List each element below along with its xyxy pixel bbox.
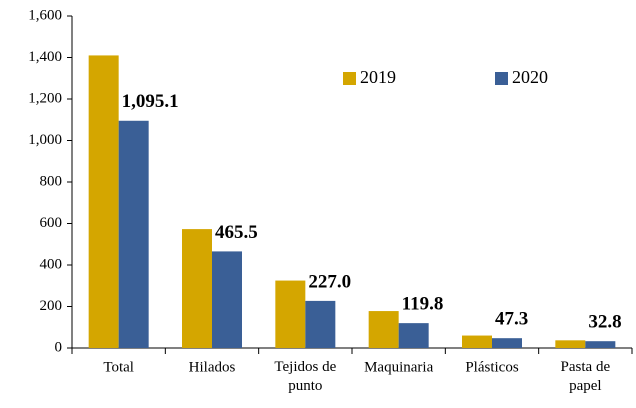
bar [368, 311, 399, 348]
bar [88, 55, 119, 349]
bar [118, 120, 149, 348]
value-label: 47.3 [495, 309, 528, 330]
value-label: 1,095.1 [122, 91, 179, 112]
legend-label: 2020 [512, 67, 548, 87]
y-tick-label: 1,400 [28, 49, 62, 65]
x-tick-label: Tejidos de punto [274, 359, 336, 394]
bar [462, 335, 492, 348]
legend-label: 2019 [360, 67, 396, 87]
value-label: 119.8 [402, 294, 444, 315]
x-tick-label: Pasta de papel [561, 359, 611, 394]
y-tick-label: 1,000 [28, 132, 62, 148]
bar [398, 323, 429, 348]
y-tick-label: 200 [40, 298, 63, 314]
value-label: 465.5 [215, 222, 258, 243]
y-tick-label: 1,600 [28, 7, 62, 23]
bar [555, 340, 586, 348]
y-tick-label: 600 [40, 215, 63, 231]
y-tick-label: 800 [40, 173, 63, 189]
bar [305, 300, 336, 348]
legend-swatch [495, 72, 508, 85]
y-tick-label: 1,200 [28, 90, 62, 106]
value-label: 32.8 [588, 312, 621, 333]
x-tick-label: Total [103, 359, 134, 375]
bar [492, 338, 522, 348]
bar [212, 251, 242, 348]
bar [182, 229, 212, 348]
value-label: 227.0 [308, 271, 351, 292]
bar [585, 341, 616, 348]
legend-swatch [343, 72, 356, 85]
x-tick-label: Hilados [189, 359, 236, 375]
y-tick-label: 400 [40, 256, 63, 272]
x-tick-label: Plásticos [465, 359, 518, 375]
bar [275, 280, 306, 348]
x-tick-label: Maquinaria [364, 359, 433, 375]
y-tick-label: 0 [55, 339, 63, 355]
